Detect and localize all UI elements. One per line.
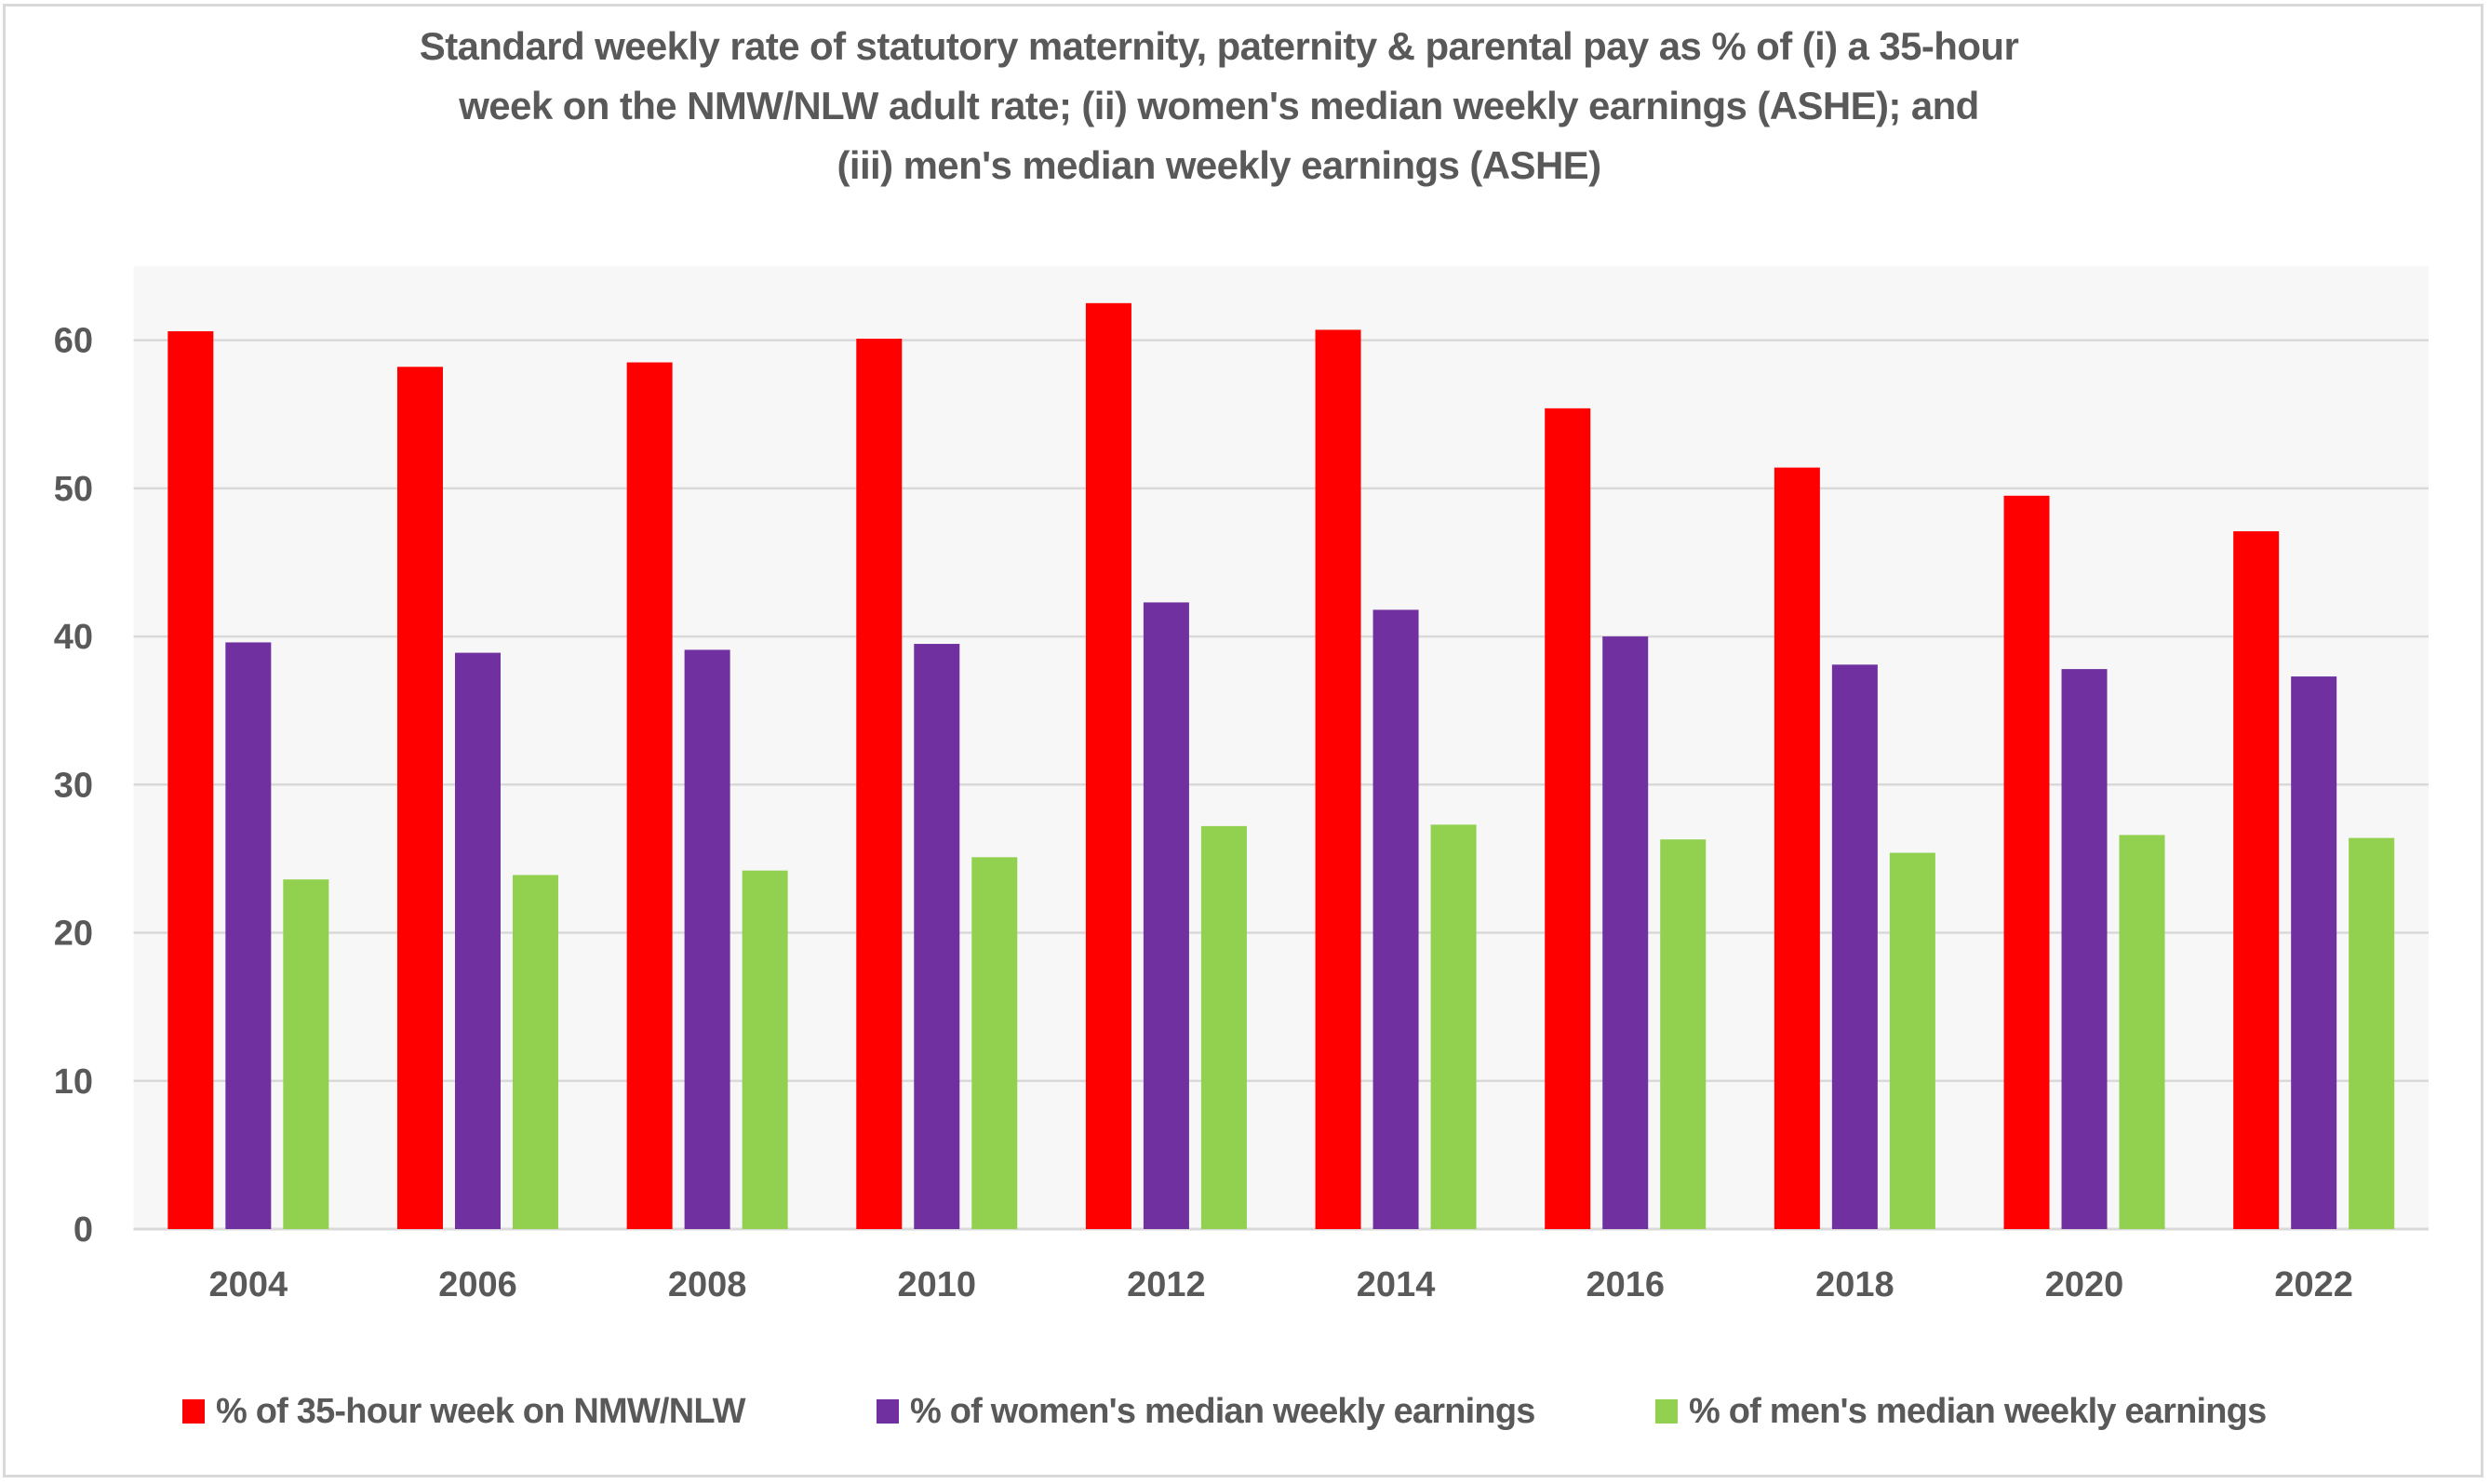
x-axis-tick-labels: 2004 2006 2008 2010 2012 2014 2016 2018 2020 2022 — [209, 1265, 2353, 1304]
x-tick-label: 2012 — [1127, 1265, 1206, 1304]
x-tick-label: 2022 — [2274, 1265, 2353, 1304]
bar-2014-series-1 — [1315, 329, 1361, 1229]
x-tick-label: 2004 — [209, 1265, 288, 1304]
bar-2004-series-2 — [225, 642, 272, 1229]
bar-2018-series-1 — [1774, 467, 1820, 1229]
legend: % of 35-hour week on NMW/NLW % of women'… — [0, 1388, 2490, 1435]
bar-2004-series-3 — [283, 879, 329, 1229]
y-tick-label: 10 — [54, 1063, 93, 1102]
chart-title-line-3: (iii) men's median weekly earnings (ASHE… — [837, 143, 1602, 187]
bar-2012-series-1 — [1085, 302, 1131, 1229]
bar-2010-series-3 — [971, 857, 1018, 1229]
legend-swatch-purple — [877, 1399, 899, 1424]
legend-label: % of men's median weekly earnings — [1689, 1391, 2267, 1431]
y-axis-tick-labels: 0 10 20 30 40 50 60 — [54, 322, 93, 1250]
x-tick-label: 2014 — [1357, 1265, 1436, 1304]
chart-title-line-2: week on the NMW/NLW adult rate; (ii) wom… — [459, 84, 1979, 127]
y-tick-label: 30 — [54, 766, 93, 805]
bar-2020-series-3 — [2119, 835, 2165, 1229]
chart-title-line-1: Standard weekly rate of statutory matern… — [419, 24, 2019, 68]
x-tick-label: 2018 — [1815, 1265, 1894, 1304]
bar-2020-series-1 — [2003, 495, 2050, 1229]
x-tick-label: 2010 — [898, 1265, 977, 1304]
bar-2004-series-1 — [167, 331, 214, 1229]
bar-2006-series-3 — [512, 875, 558, 1229]
legend-swatch-red — [182, 1399, 205, 1424]
x-tick-label: 2006 — [438, 1265, 517, 1304]
legend-swatch-green — [1655, 1399, 1678, 1424]
y-tick-label: 20 — [54, 915, 93, 954]
y-tick-label: 0 — [74, 1210, 93, 1250]
bar-2010-series-2 — [914, 644, 960, 1229]
x-tick-label: 2008 — [668, 1265, 747, 1304]
legend-label: % of women's median weekly earnings — [910, 1391, 1535, 1431]
bar-2006-series-1 — [396, 367, 443, 1229]
bar-2010-series-1 — [856, 339, 903, 1229]
legend-item-women[interactable]: % of women's median weekly earnings — [877, 1388, 1535, 1435]
bar-2018-series-3 — [1889, 852, 1935, 1229]
bar-2016-series-2 — [1602, 636, 1649, 1229]
x-tick-label: 2016 — [1586, 1265, 1665, 1304]
bar-2014-series-3 — [1430, 824, 1477, 1229]
bar-2022-series-3 — [2349, 837, 2395, 1229]
chart-title: Standard weekly rate of statutory matern… — [0, 17, 2438, 195]
bars — [167, 302, 2395, 1229]
y-tick-label: 50 — [54, 470, 93, 509]
legend-item-men[interactable]: % of men's median weekly earnings — [1655, 1388, 2267, 1435]
bar-2016-series-3 — [1660, 839, 1707, 1229]
bar-2022-series-1 — [2233, 531, 2280, 1229]
bar-2008-series-2 — [684, 649, 730, 1229]
legend-label: % of 35-hour week on NMW/NLW — [216, 1391, 746, 1431]
bar-2012-series-2 — [1143, 602, 1189, 1229]
bar-2022-series-2 — [2291, 676, 2337, 1229]
x-tick-label: 2020 — [2045, 1265, 2124, 1304]
y-tick-label: 40 — [54, 618, 93, 657]
bar-2008-series-1 — [626, 362, 673, 1229]
legend-item-nmw[interactable]: % of 35-hour week on NMW/NLW — [182, 1388, 746, 1435]
bar-2020-series-2 — [2061, 669, 2108, 1229]
y-tick-label: 60 — [54, 322, 93, 361]
bar-2016-series-1 — [1545, 408, 1591, 1229]
bar-2018-series-2 — [1831, 664, 1878, 1229]
bar-2014-series-2 — [1372, 609, 1419, 1229]
bar-2006-series-2 — [454, 652, 501, 1229]
bar-2012-series-3 — [1200, 825, 1247, 1229]
bar-2008-series-3 — [742, 870, 788, 1229]
